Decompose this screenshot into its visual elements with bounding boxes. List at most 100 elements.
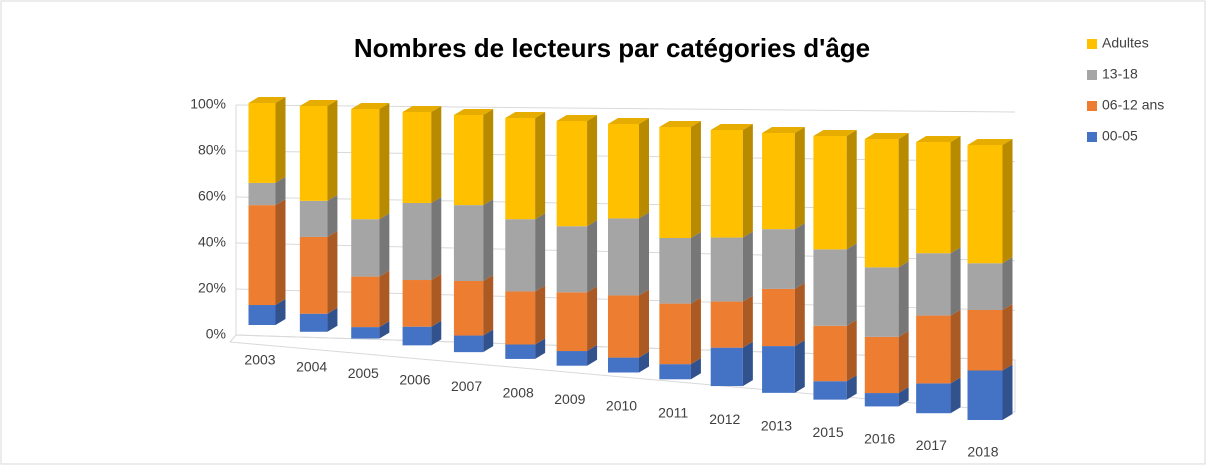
bar-side [535,112,546,220]
x-tick-label: 2004 [296,358,327,374]
bar [710,231,753,302]
bar [813,130,857,250]
bar [659,358,701,380]
x-tick-label: 2007 [451,378,482,394]
bar [351,321,390,339]
bar-side [950,247,961,316]
bar-side [950,136,961,254]
bar-side [327,307,338,332]
bar-top [608,118,649,124]
bar-front [505,219,536,292]
bar [916,247,961,316]
bar [864,261,909,337]
bar-front [864,336,899,394]
bar-side [431,320,442,346]
bar-side [327,230,338,314]
bar-top [453,109,494,115]
bar [710,295,753,348]
bar-side [587,115,598,227]
bar [710,341,753,387]
bar-side [379,270,390,328]
bar-front [248,305,276,325]
y-tick-label: 20% [198,280,226,296]
y-tick-label: 40% [198,234,226,250]
bar-side [1002,304,1013,371]
legend-swatch [1087,132,1097,142]
bar-top [710,124,753,130]
bar-front [762,229,795,289]
bar-side [379,321,390,339]
bar-side [742,295,753,348]
bar-front [453,281,484,336]
bar [453,109,494,206]
bar-front [659,364,691,380]
x-tick-label: 2011 [658,404,688,420]
bar-top [916,136,961,142]
bar [453,329,494,353]
legend-label: 06-12 ans [1102,97,1164,113]
bar-front [299,200,328,237]
chart-title: Nombres de lecteurs par catégories d'âge [354,33,870,63]
bar-side [794,340,805,393]
bar-side [690,121,701,239]
x-tick-label: 2010 [606,398,637,414]
bar-front [505,118,536,220]
bar [762,340,805,393]
bar [864,330,909,394]
bar-top [248,97,286,103]
bar-front [453,115,484,206]
bar-side [742,124,753,238]
bar-side [587,220,598,293]
bar-top [659,121,701,127]
bar [813,375,857,400]
x-tick-label: 2012 [709,411,740,427]
bar [762,127,805,230]
bar-side [275,199,286,306]
bar-front [453,205,484,281]
bar-side [898,133,909,268]
x-tick-label: 2003 [244,352,275,368]
y-tick-label: 80% [198,142,226,158]
bar-side [898,261,909,337]
bar-front [402,112,432,204]
bar-side [794,223,805,289]
y-tick-label: 100% [190,96,226,112]
bar-front [453,335,484,353]
bar-front [505,291,536,345]
bar-front [710,237,743,302]
bar-front [864,139,899,268]
x-tick-label: 2013 [761,417,792,433]
x-tick-label: 2018 [967,444,998,460]
bar-side [690,358,701,380]
bar-side [275,97,286,183]
bar-side [483,275,494,336]
bar [967,304,1013,371]
bar-side [639,351,649,373]
bar-side [950,309,961,384]
bar [299,307,338,332]
bar [916,136,961,254]
bar-side [639,289,649,358]
bar-front [351,276,380,328]
bar [710,124,753,238]
bar-side [742,231,753,302]
bar-side [483,199,494,281]
bar-front [659,303,691,365]
x-tick-label: 2015 [812,424,843,440]
bar-front [556,351,588,366]
bar-front [710,301,743,348]
bar-top [967,139,1013,145]
bar-side [587,286,598,352]
bar [351,103,390,220]
bar-front [813,136,847,250]
bar [453,199,494,281]
bar-side [379,213,390,277]
bar-side [431,106,442,204]
bar [864,133,909,268]
bar-front [505,344,536,359]
x-tick-label: 2016 [864,431,895,447]
bar-front [762,133,795,230]
bar-front [556,226,588,293]
bar [248,176,286,206]
bar-front [248,205,276,306]
